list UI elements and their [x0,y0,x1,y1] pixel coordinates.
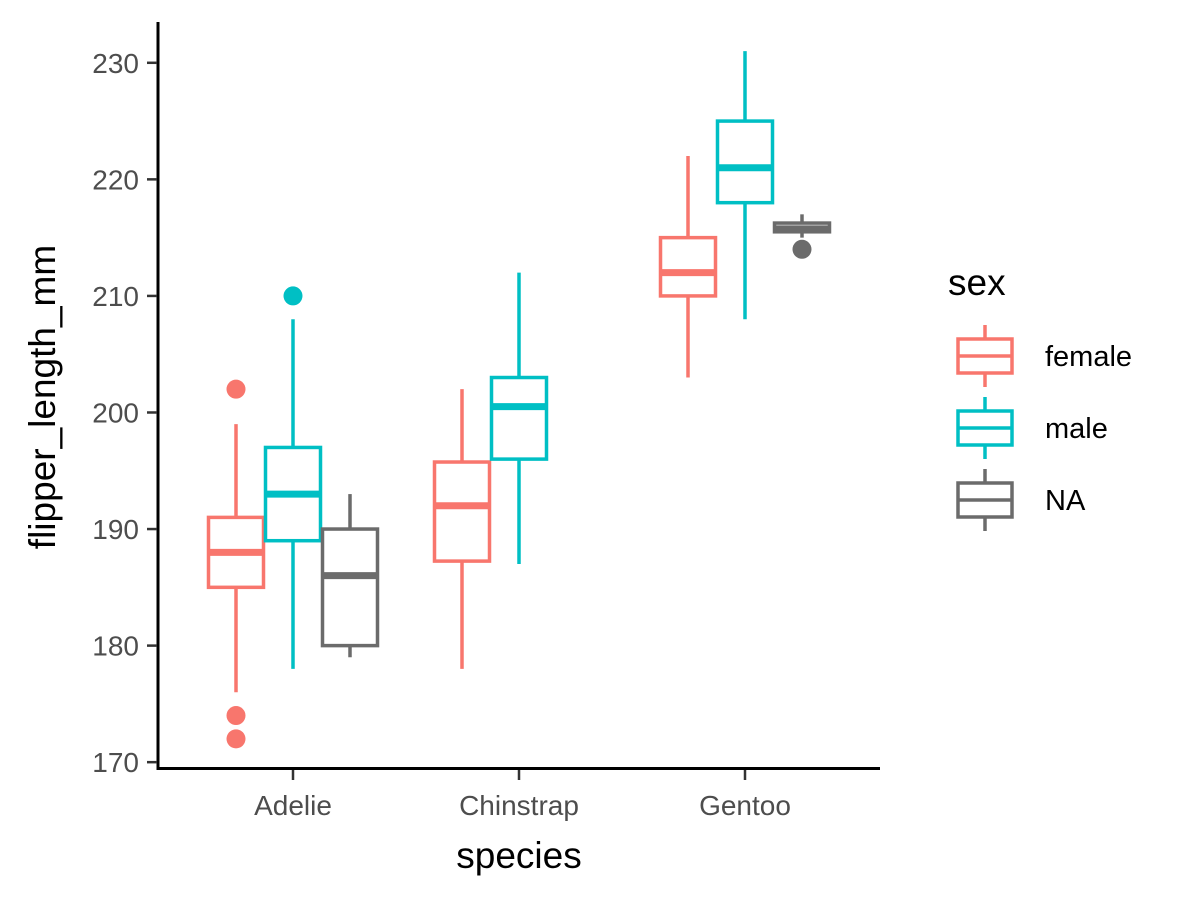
box-iqr [715,119,775,205]
box-male-gentoo [715,51,775,320]
legend-key-male: male [956,397,1108,459]
x-tick-label: Chinstrap [459,790,579,821]
plot-marks [206,51,832,749]
box-male-adelie [263,286,323,669]
y-tick-label: 210 [92,281,139,312]
outlier-point [226,379,246,399]
legend-label: male [1045,413,1108,445]
box-iqr [320,527,380,648]
outlier-point [226,729,246,749]
legend-label: NA [1045,485,1086,517]
y-tick-label: 170 [92,747,139,778]
box-female-chinstrap [432,389,492,669]
x-tick-label: Gentoo [699,790,791,821]
x-tick-label: Adelie [254,790,332,821]
box-iqr [432,460,492,563]
box-male-chinstrap [489,272,549,565]
x-axis-title: species [456,835,581,876]
y-tick-label: 190 [92,514,139,545]
outlier-point [792,239,812,259]
box-iqr [489,375,549,461]
box-female-gentoo [658,156,718,378]
legend-label: female [1045,341,1132,373]
legend-keys: female male NA [956,325,1132,531]
legend-title: sex [948,262,1006,303]
box-NA-gentoo [772,214,832,259]
y-tick-label: 200 [92,397,139,428]
outlier-point [226,706,246,726]
y-tick-label: 220 [92,164,139,195]
y-axis-ticks: 170 180 190 200 210 220 230 [92,48,157,778]
x-axis-ticks: Adelie Chinstrap Gentoo [254,770,791,821]
legend: sex female male NA [948,262,1132,531]
box-iqr [658,235,718,298]
box-female-adelie [206,379,266,749]
y-tick-label: 180 [92,631,139,662]
legend-key-female: female [956,325,1132,387]
legend-key-na: NA [956,469,1086,531]
y-axis-title: flipper_length_mm [22,245,63,549]
y-tick-label: 230 [92,48,139,79]
outlier-point [283,286,303,306]
box-NA-adelie [320,494,380,658]
